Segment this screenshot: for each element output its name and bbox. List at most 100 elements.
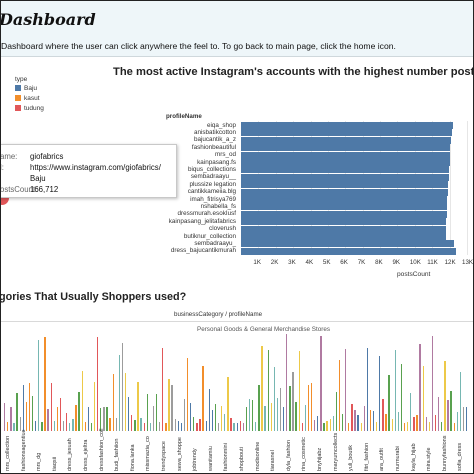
chart2-bar[interactable]: [106, 406, 108, 431]
chart2-bar[interactable]: [25, 402, 28, 431]
chart2-bar[interactable]: [459, 371, 462, 431]
chart2-bar[interactable]: [208, 389, 210, 431]
chart2-bar[interactable]: [124, 372, 127, 431]
chart2-bar[interactable]: [255, 422, 257, 431]
chart2-bar[interactable]: [372, 411, 375, 431]
chart1-bar[interactable]: [241, 218, 447, 226]
chart2-bar[interactable]: [441, 422, 443, 431]
chart2-bar[interactable]: [258, 384, 260, 431]
chart2-bar[interactable]: [109, 417, 111, 431]
chart2-bar[interactable]: [413, 417, 415, 431]
legend-item-tudung[interactable]: tudung: [15, 105, 44, 112]
chart2-bar[interactable]: [236, 422, 238, 431]
chart2-bar[interactable]: [100, 407, 102, 431]
chart2-bar[interactable]: [66, 413, 68, 431]
chart2-bar[interactable]: [19, 417, 21, 431]
chart2-bar[interactable]: [394, 350, 396, 431]
chart2-bar[interactable]: [202, 366, 204, 431]
chart2-bar[interactable]: [72, 418, 74, 431]
chart2-bar[interactable]: [44, 337, 46, 431]
chart2-bar[interactable]: [298, 350, 300, 431]
chart2-bar[interactable]: [329, 419, 331, 431]
chart2-bar[interactable]: [56, 406, 59, 431]
chart2-bar[interactable]: [341, 413, 344, 431]
chart2-bar[interactable]: [69, 422, 71, 431]
chart2-bar[interactable]: [196, 422, 198, 431]
chart2-bar[interactable]: [323, 422, 325, 431]
chart2-bar[interactable]: [112, 373, 114, 431]
chart2-bar[interactable]: [168, 378, 170, 431]
chart1-bar[interactable]: [241, 166, 449, 174]
chart2-bar[interactable]: [13, 422, 15, 431]
chart1-bar[interactable]: [241, 181, 448, 189]
chart1-bar[interactable]: [241, 240, 454, 248]
chart2-bar[interactable]: [245, 407, 248, 431]
chart2-bar[interactable]: [283, 407, 285, 431]
chart2-bar[interactable]: [385, 413, 387, 431]
chart2-bar[interactable]: [335, 392, 338, 431]
chart2-bar[interactable]: [332, 416, 334, 431]
chart1-bar[interactable]: [241, 159, 450, 166]
chart2-bar[interactable]: [140, 417, 142, 431]
chart2-bar[interactable]: [4, 403, 6, 431]
chart2-bar[interactable]: [97, 337, 99, 431]
chart2-bar[interactable]: [419, 343, 421, 431]
chart2-bar[interactable]: [134, 419, 136, 431]
chart2-bar[interactable]: [10, 407, 12, 431]
chart2-bar[interactable]: [224, 414, 226, 431]
chart2-bar[interactable]: [264, 405, 266, 431]
chart2-bar[interactable]: [444, 360, 446, 431]
chart2-bar[interactable]: [391, 419, 393, 431]
chart1-bar[interactable]: [241, 129, 453, 137]
chart2-bar[interactable]: [81, 371, 83, 431]
chart2-bar[interactable]: [407, 421, 409, 431]
chart2-bar[interactable]: [41, 422, 43, 431]
chart2-bar[interactable]: [379, 356, 381, 431]
chart1-bar[interactable]: [241, 122, 454, 129]
chart2-bar[interactable]: [422, 366, 424, 431]
chart2-bar[interactable]: [242, 422, 245, 431]
chart2-bar[interactable]: [59, 397, 62, 431]
chart2-bar[interactable]: [186, 357, 189, 431]
chart2-bar[interactable]: [403, 422, 406, 431]
chart2-bar[interactable]: [143, 422, 145, 431]
chart2-bar[interactable]: [307, 385, 310, 431]
chart2-bar[interactable]: [397, 411, 400, 431]
chart2-bar[interactable]: [456, 411, 458, 431]
chart2-bar[interactable]: [279, 388, 282, 431]
chart2-bar[interactable]: [428, 421, 431, 431]
chart2-bar[interactable]: [400, 364, 403, 431]
chart2-bar[interactable]: [137, 381, 139, 431]
chart2-bar[interactable]: [431, 335, 434, 431]
legend-item-kasut[interactable]: kasut: [15, 95, 40, 102]
chart2-bar[interactable]: [310, 382, 313, 431]
chart2-bar[interactable]: [227, 377, 229, 431]
chart2-bar[interactable]: [75, 404, 77, 431]
chart2-bar[interactable]: [31, 396, 34, 431]
chart1-bar[interactable]: [241, 210, 447, 218]
chart2-bar[interactable]: [273, 366, 276, 431]
chart2-bar[interactable]: [90, 422, 93, 431]
chart2-bar[interactable]: [152, 406, 155, 431]
chart2-bar[interactable]: [338, 359, 341, 431]
chart2-bar[interactable]: [320, 336, 322, 431]
chart2-bar[interactable]: [465, 407, 468, 431]
chart2-bar[interactable]: [438, 396, 440, 431]
chart2-bar[interactable]: [363, 406, 365, 431]
chart2-bar[interactable]: [47, 408, 49, 431]
chart2-bar[interactable]: [159, 422, 161, 431]
chart2-bar[interactable]: [53, 421, 55, 431]
chart1-bar[interactable]: [241, 188, 448, 196]
chart2-bar[interactable]: [304, 405, 307, 431]
chart2-bar[interactable]: [267, 350, 269, 431]
chart2-bar[interactable]: [165, 422, 167, 431]
chart1-bar[interactable]: [241, 196, 447, 203]
chart2-bar[interactable]: [369, 410, 372, 431]
chart2-bar[interactable]: [149, 422, 152, 431]
chart2-bar[interactable]: [252, 399, 254, 431]
chart2-bar[interactable]: [382, 398, 384, 431]
chart2-bar[interactable]: [416, 415, 418, 431]
chart2-bar[interactable]: [357, 414, 359, 431]
chart2-bar[interactable]: [193, 417, 195, 431]
chart2-bar[interactable]: [183, 398, 186, 431]
